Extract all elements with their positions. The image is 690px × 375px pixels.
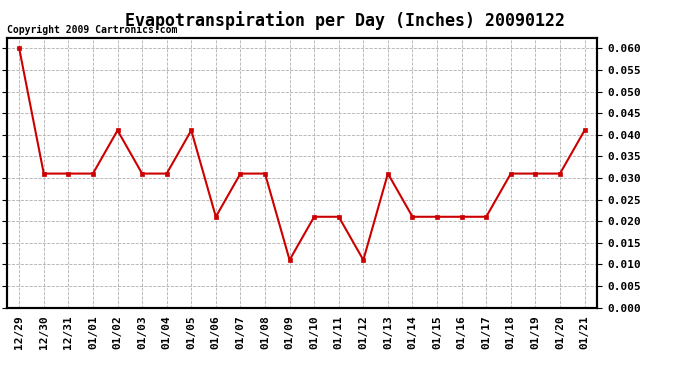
Text: Copyright 2009 Cartronics.com: Copyright 2009 Cartronics.com [7, 25, 177, 35]
Text: Evapotranspiration per Day (Inches) 20090122: Evapotranspiration per Day (Inches) 2009… [125, 11, 565, 30]
